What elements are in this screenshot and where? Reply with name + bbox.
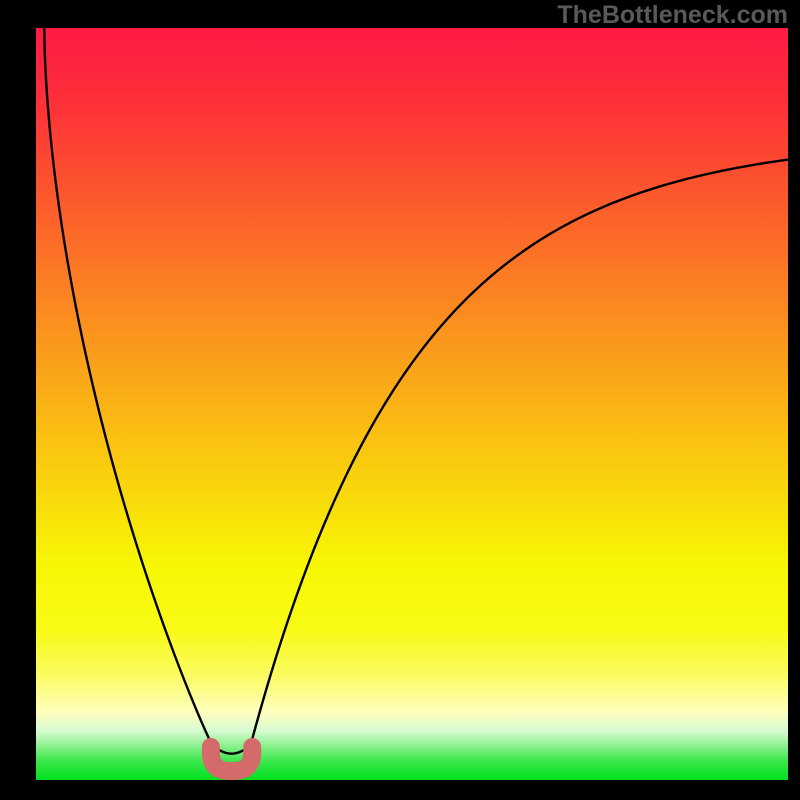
optimal-range-marker — [211, 747, 252, 771]
plot-area — [36, 28, 788, 780]
bottleneck-curve — [44, 28, 788, 754]
curve-layer — [36, 28, 788, 780]
watermark-text: TheBottleneck.com — [557, 1, 788, 30]
chart-root: TheBottleneck.com — [0, 0, 800, 800]
